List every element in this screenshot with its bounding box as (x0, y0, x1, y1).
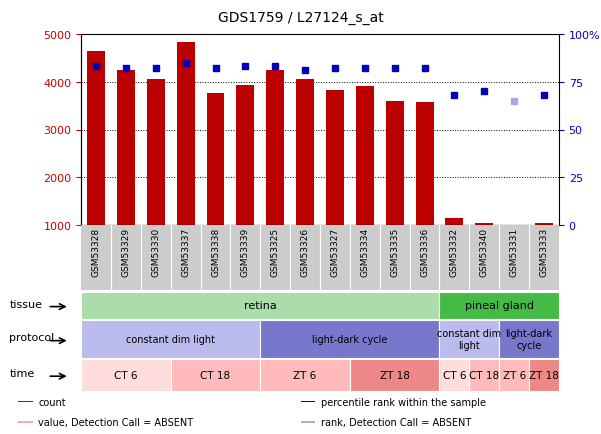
Bar (300, 421, 316, 423)
Bar (386, 102, 404, 273)
Bar (475, 223, 493, 273)
Text: ZT 18: ZT 18 (529, 370, 559, 380)
Text: GSM53332: GSM53332 (450, 227, 459, 276)
Bar (439, 320, 499, 358)
Bar (529, 359, 559, 391)
Text: GSM53330: GSM53330 (151, 227, 160, 277)
Bar (300, 401, 316, 402)
Text: GSM53339: GSM53339 (241, 227, 250, 277)
Text: CT 6: CT 6 (114, 370, 138, 380)
Bar (260, 359, 350, 391)
Bar (18, 421, 32, 423)
Text: value, Detection Call = ABSENT: value, Detection Call = ABSENT (38, 418, 194, 427)
Text: GSM53336: GSM53336 (420, 227, 429, 277)
Text: pineal gland: pineal gland (465, 301, 534, 310)
Text: GSM53334: GSM53334 (361, 227, 370, 276)
Text: ZT 18: ZT 18 (380, 370, 410, 380)
Bar (535, 223, 553, 273)
Bar (117, 70, 135, 273)
Bar (499, 320, 559, 358)
Text: GSM53326: GSM53326 (300, 227, 310, 276)
Text: GSM53340: GSM53340 (480, 227, 489, 276)
Bar (469, 359, 499, 391)
Text: GDS1759 / L27124_s_at: GDS1759 / L27124_s_at (218, 11, 383, 25)
Text: time: time (10, 368, 35, 378)
Bar (296, 80, 314, 273)
Text: count: count (38, 397, 66, 407)
Bar (81, 320, 260, 358)
Bar (266, 70, 284, 273)
Text: light-dark cycle: light-dark cycle (312, 334, 388, 344)
Bar (505, 226, 523, 273)
Text: CT 18: CT 18 (469, 370, 499, 380)
Bar (81, 359, 171, 391)
Text: GSM53338: GSM53338 (211, 227, 220, 277)
Bar (207, 94, 225, 273)
Text: retina: retina (244, 301, 276, 310)
Text: GSM53333: GSM53333 (540, 227, 549, 277)
Text: GSM53325: GSM53325 (270, 227, 279, 276)
Bar (236, 86, 254, 273)
Text: constant dim
light: constant dim light (438, 328, 501, 350)
Bar (81, 292, 439, 319)
Text: tissue: tissue (10, 299, 43, 309)
Text: CT 6: CT 6 (443, 370, 466, 380)
Text: GSM53328: GSM53328 (91, 227, 100, 276)
Bar (439, 359, 469, 391)
Text: GSM53335: GSM53335 (390, 227, 399, 277)
Bar (147, 80, 165, 273)
Text: rank, Detection Call = ABSENT: rank, Detection Call = ABSENT (321, 418, 471, 427)
Bar (445, 219, 463, 273)
Text: GSM53331: GSM53331 (510, 227, 519, 277)
Bar (18, 401, 32, 402)
Text: GSM53337: GSM53337 (181, 227, 190, 277)
Text: ZT 6: ZT 6 (293, 370, 317, 380)
Bar (416, 102, 433, 273)
Text: light-dark
cycle: light-dark cycle (505, 328, 552, 350)
Text: protocol: protocol (10, 332, 55, 342)
Bar (499, 359, 529, 391)
Text: constant dim light: constant dim light (126, 334, 215, 344)
Bar (87, 51, 105, 273)
Text: GSM53329: GSM53329 (121, 227, 130, 276)
Bar (326, 91, 344, 273)
Bar (171, 359, 260, 391)
Bar (439, 292, 559, 319)
Bar (260, 320, 439, 358)
Bar (177, 43, 195, 273)
Bar (350, 359, 439, 391)
Text: percentile rank within the sample: percentile rank within the sample (321, 397, 486, 407)
Bar (356, 87, 374, 273)
Text: CT 18: CT 18 (201, 370, 231, 380)
Text: GSM53327: GSM53327 (331, 227, 340, 276)
Text: ZT 6: ZT 6 (502, 370, 526, 380)
